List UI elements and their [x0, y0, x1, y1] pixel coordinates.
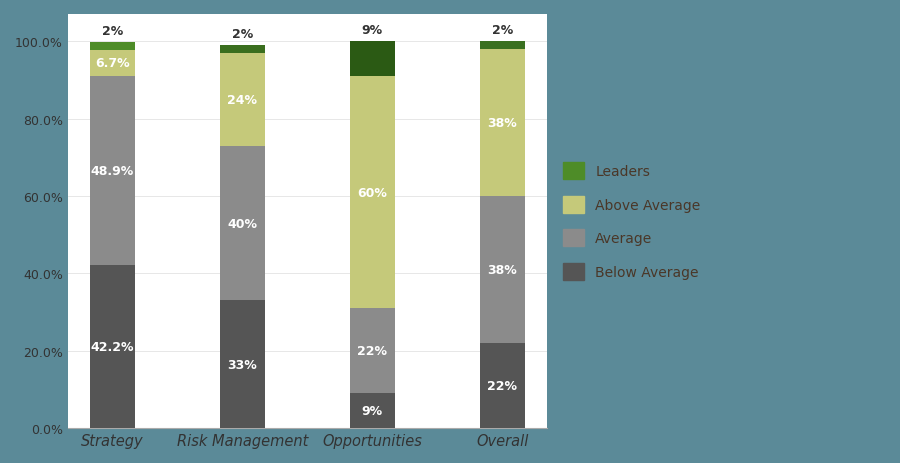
Bar: [220, 301, 266, 428]
Text: 60%: 60%: [357, 186, 387, 199]
Text: 9%: 9%: [362, 404, 382, 417]
Bar: [480, 50, 525, 196]
Bar: [89, 50, 135, 76]
Bar: [220, 146, 266, 301]
Text: 48.9%: 48.9%: [91, 164, 134, 177]
Bar: [220, 46, 266, 54]
Legend: Leaders, Above Average, Average, Below Average: Leaders, Above Average, Average, Below A…: [563, 163, 700, 281]
Text: 24%: 24%: [228, 94, 257, 106]
Text: 42.2%: 42.2%: [91, 340, 134, 353]
Bar: [349, 77, 395, 308]
Text: 38%: 38%: [488, 117, 517, 130]
Text: 22%: 22%: [357, 344, 387, 357]
Bar: [220, 54, 266, 146]
Text: 22%: 22%: [488, 379, 517, 392]
Bar: [480, 343, 525, 428]
Text: 6.7%: 6.7%: [95, 57, 130, 70]
Bar: [349, 308, 395, 394]
Bar: [89, 76, 135, 265]
Bar: [480, 42, 525, 50]
Text: 2%: 2%: [491, 25, 513, 38]
Text: 2%: 2%: [102, 25, 123, 38]
Text: 40%: 40%: [228, 217, 257, 230]
Text: 33%: 33%: [228, 358, 257, 371]
Bar: [89, 265, 135, 428]
Bar: [89, 43, 135, 50]
Bar: [349, 42, 395, 77]
Text: 2%: 2%: [231, 28, 253, 41]
Text: 38%: 38%: [488, 263, 517, 276]
Bar: [349, 394, 395, 428]
Bar: [480, 196, 525, 343]
Text: 9%: 9%: [362, 25, 382, 38]
